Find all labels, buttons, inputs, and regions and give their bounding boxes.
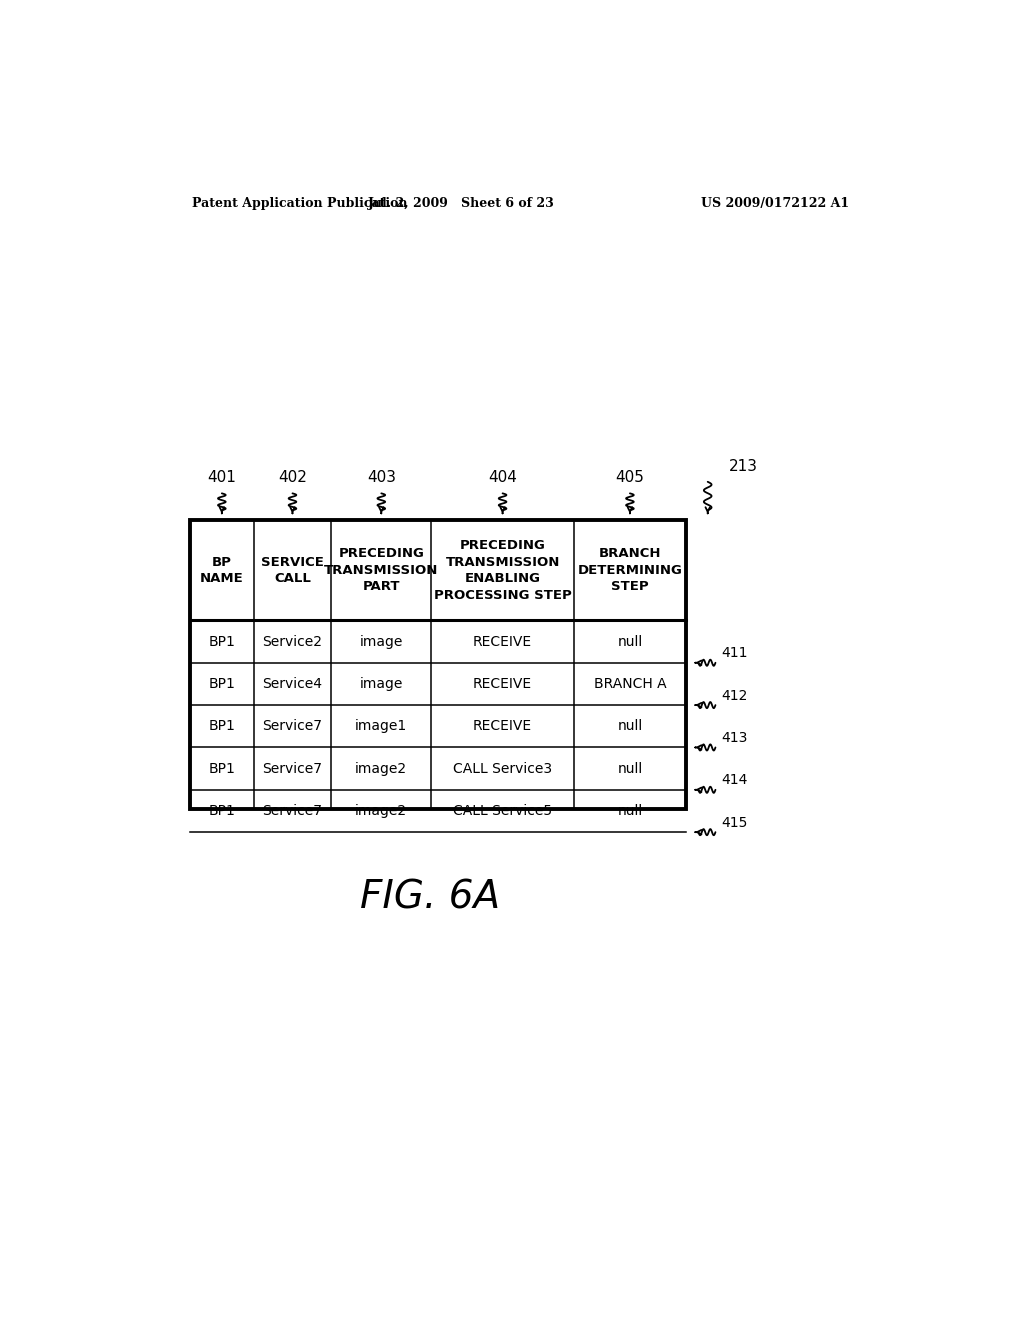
Text: FIG. 6A: FIG. 6A xyxy=(360,879,501,916)
Text: Patent Application Publication: Patent Application Publication xyxy=(191,197,408,210)
Text: US 2009/0172122 A1: US 2009/0172122 A1 xyxy=(700,197,849,210)
Text: SERVICE
CALL: SERVICE CALL xyxy=(261,556,324,585)
Text: BP1: BP1 xyxy=(209,762,236,776)
Text: RECEIVE: RECEIVE xyxy=(473,635,532,648)
Text: image1: image1 xyxy=(355,719,408,734)
Text: null: null xyxy=(617,804,642,818)
Text: Jul. 2, 2009   Sheet 6 of 23: Jul. 2, 2009 Sheet 6 of 23 xyxy=(368,197,555,210)
Text: Service2: Service2 xyxy=(262,635,323,648)
Text: null: null xyxy=(617,762,642,776)
Text: CALL Service5: CALL Service5 xyxy=(453,804,552,818)
Text: 405: 405 xyxy=(615,470,644,486)
Text: 401: 401 xyxy=(208,470,237,486)
Text: RECEIVE: RECEIVE xyxy=(473,719,532,734)
Text: Service7: Service7 xyxy=(262,762,323,776)
Text: image2: image2 xyxy=(355,804,408,818)
Text: CALL Service3: CALL Service3 xyxy=(453,762,552,776)
Text: BP
NAME: BP NAME xyxy=(200,556,244,585)
Text: null: null xyxy=(617,719,642,734)
Text: BRANCH A: BRANCH A xyxy=(594,677,667,690)
Text: PRECEDING
TRANSMISSION
ENABLING
PROCESSING STEP: PRECEDING TRANSMISSION ENABLING PROCESSI… xyxy=(434,539,571,602)
Text: 213: 213 xyxy=(729,459,758,474)
Text: Service4: Service4 xyxy=(262,677,323,690)
Text: 414: 414 xyxy=(721,774,748,788)
Text: 413: 413 xyxy=(721,731,748,744)
Text: BP1: BP1 xyxy=(209,719,236,734)
Text: 411: 411 xyxy=(721,647,748,660)
Text: 412: 412 xyxy=(721,689,748,702)
Text: PRECEDING
TRANSMISSION
PART: PRECEDING TRANSMISSION PART xyxy=(325,548,438,594)
Text: 403: 403 xyxy=(367,470,396,486)
Text: BRANCH
DETERMINING
STEP: BRANCH DETERMINING STEP xyxy=(578,548,682,594)
Text: Service7: Service7 xyxy=(262,804,323,818)
Bar xyxy=(190,520,686,809)
Text: BP1: BP1 xyxy=(209,635,236,648)
Text: 404: 404 xyxy=(488,470,517,486)
Text: 402: 402 xyxy=(279,470,307,486)
Text: image: image xyxy=(359,635,403,648)
Text: Service7: Service7 xyxy=(262,719,323,734)
Text: BP1: BP1 xyxy=(209,804,236,818)
Text: RECEIVE: RECEIVE xyxy=(473,677,532,690)
Text: 415: 415 xyxy=(721,816,748,830)
Text: BP1: BP1 xyxy=(209,677,236,690)
Text: image2: image2 xyxy=(355,762,408,776)
Text: null: null xyxy=(617,635,642,648)
Text: image: image xyxy=(359,677,403,690)
